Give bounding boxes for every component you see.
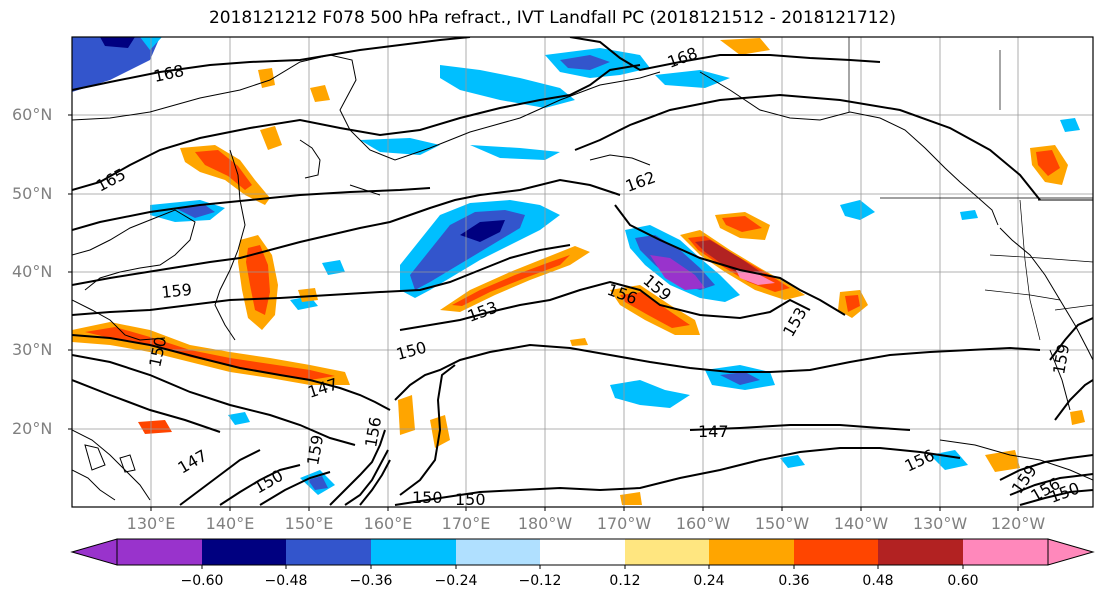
colorbar-segment (963, 539, 1048, 565)
colorbar-segment (117, 539, 202, 565)
colorbar-tick-label: 0.24 (693, 573, 725, 589)
lat-label: 20°N (12, 419, 53, 438)
contour-label: 159 (160, 280, 192, 302)
political-borders (848, 37, 1093, 341)
lon-label: 120°W (990, 514, 1046, 533)
colorbar-tick-label: 0.12 (609, 573, 641, 589)
lat-label: 30°N (12, 340, 53, 359)
lon-label: 150°W (754, 514, 810, 533)
colorbar-tick-label: 0.60 (947, 573, 979, 589)
colorbar-segment (709, 539, 794, 565)
colorbar-segment (371, 539, 456, 565)
colorbar-tick-label: 0.48 (862, 573, 894, 589)
axis-ticks (68, 114, 1019, 511)
lat-label: 40°N (12, 262, 53, 281)
lon-label: 130°E (126, 514, 176, 533)
lat-label: 60°N (12, 105, 53, 124)
lat-label: 50°N (12, 184, 53, 203)
lon-label: 170°W (596, 514, 652, 533)
contour-label: 150 (455, 490, 486, 509)
lon-label: 160°W (675, 514, 731, 533)
map-plot-area: 168 168 165 162 159 159 156 153 153 150 … (72, 37, 1093, 509)
lon-label: 140°E (205, 514, 255, 533)
colorbar-segment (286, 539, 371, 565)
lon-label: 150°E (284, 514, 334, 533)
colorbar-segment (540, 539, 625, 565)
lon-label: 130°W (912, 514, 968, 533)
contour-label: 147 (698, 422, 729, 441)
colorbar-segment (625, 539, 709, 565)
height-contours (72, 37, 1093, 506)
lon-label: 140°W (833, 514, 889, 533)
colorbar-extend-min (70, 538, 118, 566)
colorbar-tick-label: −0.48 (264, 573, 308, 589)
colorbar-tick-label: 0.36 (778, 573, 810, 589)
contour-label: 150 (412, 488, 443, 507)
lon-label: 180°W (517, 514, 573, 533)
colorbar-tick-label: −0.12 (518, 573, 562, 589)
lon-label: 160°E (363, 514, 413, 533)
colorbar-extend-max (1047, 538, 1095, 566)
lon-label: 170°E (441, 514, 491, 533)
colorbar (70, 538, 1095, 569)
colorbar-tick-label: −0.60 (180, 573, 224, 589)
coastlines (72, 54, 1093, 501)
colorbar-segment (794, 539, 878, 565)
colorbar-segment (456, 539, 540, 565)
colorbar-segment (202, 539, 286, 565)
map-title: 2018121212 F078 500 hPa refract., IVT La… (208, 8, 896, 28)
colorbar-tick-label: −0.24 (434, 573, 478, 589)
colorbar-segment (878, 539, 963, 565)
colorbar-tick-label: −0.36 (349, 573, 393, 589)
